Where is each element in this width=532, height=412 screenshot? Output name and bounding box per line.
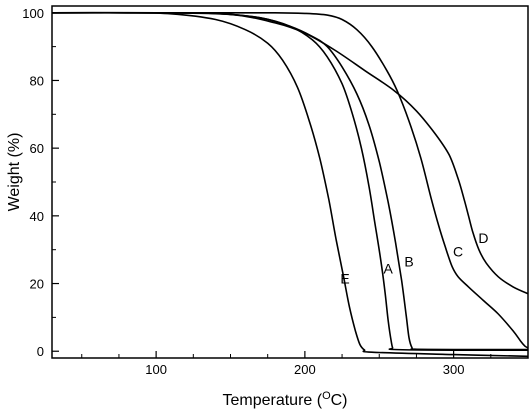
curve-A xyxy=(51,11,529,352)
y-tick-label: 80 xyxy=(30,73,44,88)
y-tick-label: 0 xyxy=(37,344,44,359)
plot-frame xyxy=(51,5,529,359)
x-axis-label-suffix: C) xyxy=(331,392,348,409)
x-tick-label: 200 xyxy=(294,362,316,377)
curve-E xyxy=(51,11,529,358)
curve-label-B: B xyxy=(404,254,413,270)
x-tick-label: 100 xyxy=(145,362,167,377)
curve-D xyxy=(51,11,529,295)
y-tick-label: 20 xyxy=(30,277,44,292)
curve-C xyxy=(52,11,529,349)
x-tick-label: 300 xyxy=(443,362,465,377)
curve-label-E: E xyxy=(340,271,349,287)
x-axis-label: Temperature (OC) xyxy=(222,390,347,409)
x-axis-label-main: Temperature ( xyxy=(222,392,322,409)
curve-labels: A B CD E xyxy=(340,230,488,287)
curve-label-C: C xyxy=(453,243,463,259)
axes: 100 200 300 0 20 40 60 80 100 xyxy=(22,5,529,377)
y-tick-label: 60 xyxy=(30,141,44,156)
y-tick-label: 40 xyxy=(30,209,44,224)
y-axis-label: Weight (%) xyxy=(6,133,23,212)
curve-B xyxy=(51,11,529,351)
curve-label-A: A xyxy=(384,260,394,276)
x-axis-label-superscript: O xyxy=(322,390,331,402)
curves xyxy=(51,11,529,358)
y-tick-label: 100 xyxy=(22,6,44,21)
curve-label-D: D xyxy=(478,230,488,246)
